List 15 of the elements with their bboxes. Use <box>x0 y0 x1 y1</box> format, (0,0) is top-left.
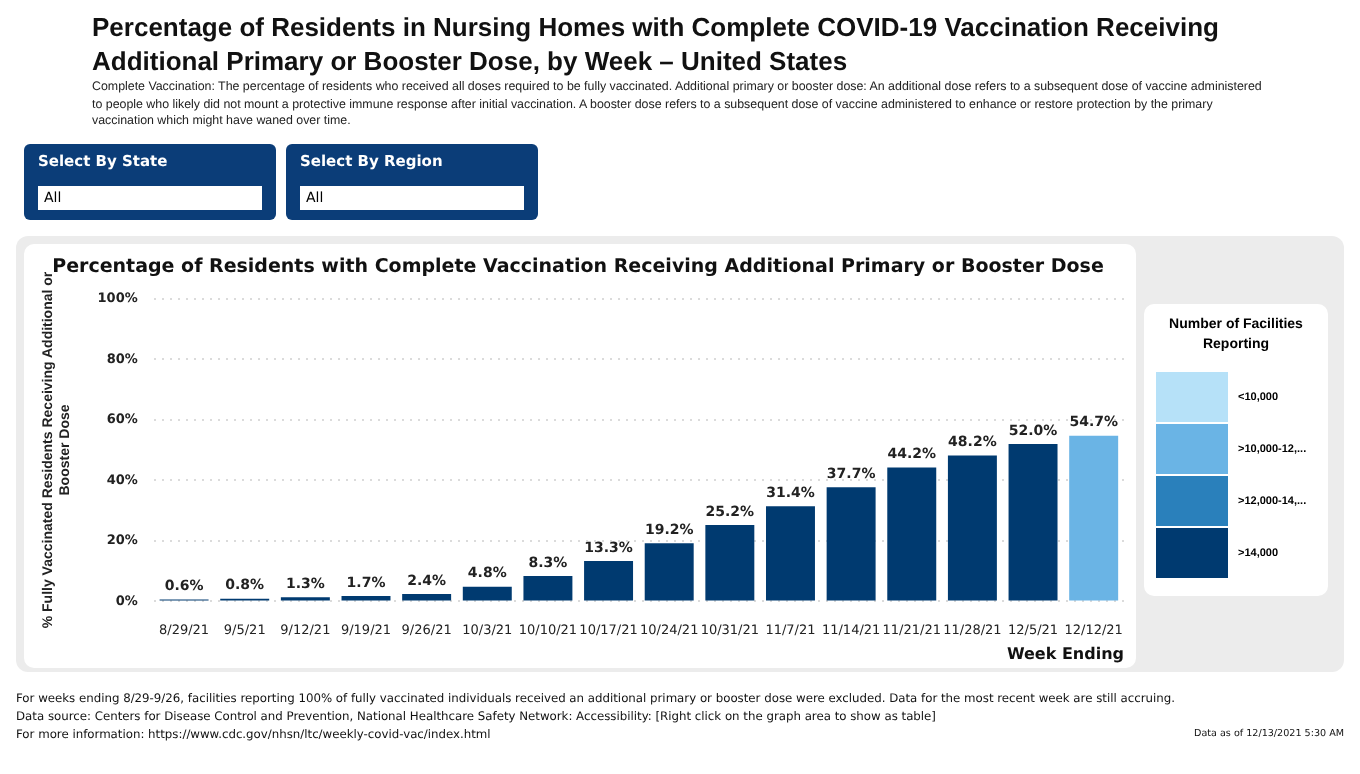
bar <box>462 586 512 601</box>
chart-subtitle: Percentage of Residents with Complete Vaccination Receiving Additional Primary or Booster Dose <box>52 256 1104 279</box>
bar <box>584 560 634 601</box>
bar <box>644 543 694 601</box>
bar <box>826 487 876 601</box>
bar <box>1008 443 1058 601</box>
bar <box>887 467 937 601</box>
bar <box>1069 435 1119 601</box>
x-axis-title: Week Ending <box>1006 644 1125 663</box>
bar <box>705 525 755 601</box>
chart-title: Percentage of Residents in Nursing Homes with Complete COVID-19 Vaccination Receiving Additional Primary or Booster Dose, by Week – United States <box>92 10 1221 78</box>
bar <box>402 593 452 601</box>
bar <box>766 506 815 601</box>
bar <box>947 455 997 601</box>
bar <box>523 576 573 601</box>
